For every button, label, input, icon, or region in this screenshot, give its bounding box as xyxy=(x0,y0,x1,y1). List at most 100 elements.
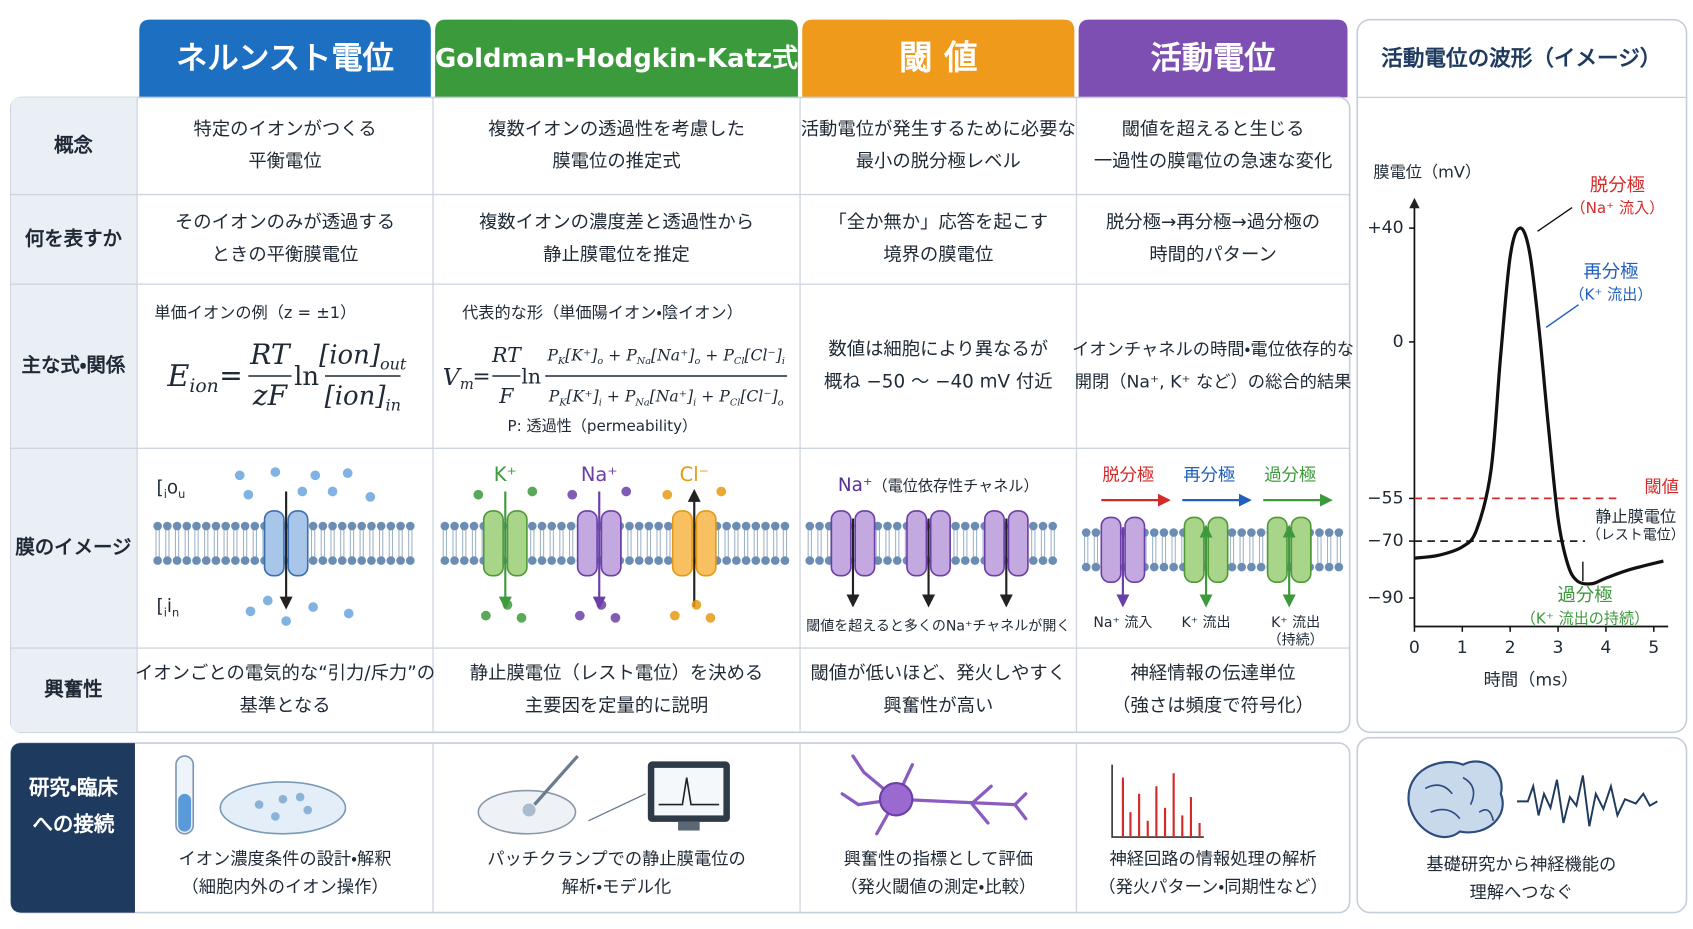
lipid-head xyxy=(805,521,815,531)
formula-base: + P xyxy=(700,346,734,365)
cell xyxy=(254,800,264,809)
lipid-head xyxy=(1038,521,1048,531)
lipid-head xyxy=(644,556,654,565)
lipid-head xyxy=(182,521,192,531)
lipid-head xyxy=(231,556,240,565)
phase-label: 脱分極 xyxy=(1102,465,1154,485)
caption: K⁺ 流出 xyxy=(1182,615,1231,631)
ion-dot xyxy=(243,489,254,500)
channel xyxy=(263,510,285,577)
cell-text: 膜電位の推定式 xyxy=(552,151,680,172)
cell-text: イオンごとの電気的な“引力/斥力”の xyxy=(135,663,435,684)
ion-label: K⁺ xyxy=(494,463,517,486)
formula-text: ln xyxy=(521,365,541,389)
lipid-head xyxy=(1091,562,1101,572)
annotation-leader xyxy=(1545,304,1579,328)
channel xyxy=(695,510,717,577)
lipid-head xyxy=(625,556,634,565)
lipid-head xyxy=(970,521,980,531)
formula-text: [iin xyxy=(157,596,180,619)
formula-subscript: Na xyxy=(634,397,649,408)
lipid-head xyxy=(1315,528,1324,537)
x-tick-label: 4 xyxy=(1600,638,1611,658)
formula-text: zF xyxy=(252,379,289,412)
lipid-head xyxy=(367,556,376,565)
annotation-note: （Na⁺ 流入） xyxy=(1571,199,1665,217)
lipid-head xyxy=(201,556,211,565)
y-tick-label: −90 xyxy=(1367,588,1403,608)
cell-text: 脱分極→再分極→過分極の xyxy=(1106,212,1320,233)
lipid-head xyxy=(172,521,182,531)
formula-base: [Cl⁻] xyxy=(740,387,778,406)
ion-label: Na⁺ xyxy=(838,475,873,496)
cell xyxy=(522,803,536,817)
lipid-head xyxy=(1048,556,1058,565)
lipid-head xyxy=(751,521,761,531)
cell-text: 複数イオンの濃度差と透過性から xyxy=(479,212,754,233)
lipid-head xyxy=(308,556,318,565)
lipid-head xyxy=(892,556,902,565)
channel xyxy=(906,510,928,577)
lipid-head xyxy=(960,521,970,531)
lipid-head xyxy=(459,556,469,565)
channel xyxy=(1100,516,1122,583)
lipid-head xyxy=(376,521,386,531)
channel xyxy=(482,510,504,577)
formula-text: = xyxy=(219,359,243,392)
annotation-label: 過分極 xyxy=(1558,585,1613,606)
formula-base: [Cl⁻] xyxy=(744,346,782,365)
channel-note: （電位依存性チャネル） xyxy=(873,477,1039,495)
petri-dish xyxy=(219,781,347,835)
x-tick-label: 2 xyxy=(1505,638,1516,658)
bottom-label: への接続 xyxy=(32,812,114,836)
lipid-head xyxy=(1324,562,1334,572)
lipid-head xyxy=(761,521,770,531)
lipid-head xyxy=(741,521,751,531)
lipid-head xyxy=(722,521,731,531)
lipid-head xyxy=(1048,521,1058,531)
ion-dot xyxy=(527,486,538,497)
lipid-head xyxy=(815,556,824,565)
lipid-head xyxy=(192,556,201,565)
lipid-head xyxy=(1237,562,1246,572)
formula-subscript: Cl xyxy=(734,356,745,367)
formula-text: F xyxy=(498,384,514,408)
lipid-head xyxy=(873,556,883,565)
lipid-head xyxy=(396,521,405,531)
lipid-head xyxy=(892,521,902,531)
lipid-head xyxy=(450,556,459,565)
bottom-text: 興奮性の指標として評価 xyxy=(844,850,1033,870)
formula-base: P xyxy=(546,346,558,365)
lipid-head xyxy=(240,556,250,565)
lipid-head xyxy=(250,521,260,531)
lipid-head xyxy=(337,521,347,531)
bottom-label-box xyxy=(10,743,135,913)
channel xyxy=(929,510,951,577)
phase-label: 過分極 xyxy=(1264,465,1316,485)
bottom-text: 解析・モデル化 xyxy=(562,877,671,898)
pipette xyxy=(533,754,579,806)
cell-text: 開閉（Na⁺, K⁺ など）の総合的結果 xyxy=(1075,372,1352,392)
lipid-head xyxy=(1227,528,1237,537)
header-title: ネルンスト電位 xyxy=(176,41,394,77)
ion-dot xyxy=(567,489,578,500)
formula-text: PK[K⁺]o + PNa[Na⁺]o + PCl[Cl⁻]i xyxy=(546,346,785,367)
lipid-head xyxy=(1091,528,1101,537)
x-tick-label: 5 xyxy=(1648,638,1659,658)
cell-text: 主要因を定量的に説明 xyxy=(525,695,708,716)
lipid-head xyxy=(192,521,201,531)
x-tick-label: 3 xyxy=(1553,638,1564,658)
ion-dot xyxy=(327,486,338,497)
bottom-text: 神経回路の情報処理の解析 xyxy=(1109,850,1316,870)
formula-subscript: o xyxy=(694,356,700,367)
lipid-head xyxy=(221,521,230,531)
bottom-text: 理解へつなぐ xyxy=(1470,883,1574,903)
neuron-dendrites xyxy=(840,754,1028,836)
test-tube-liquid xyxy=(178,793,192,832)
lipid-head xyxy=(386,556,396,565)
lipid-head xyxy=(1315,562,1324,572)
lipid-head xyxy=(644,521,654,531)
lipid-head xyxy=(318,521,328,531)
lipid-head xyxy=(625,521,634,531)
